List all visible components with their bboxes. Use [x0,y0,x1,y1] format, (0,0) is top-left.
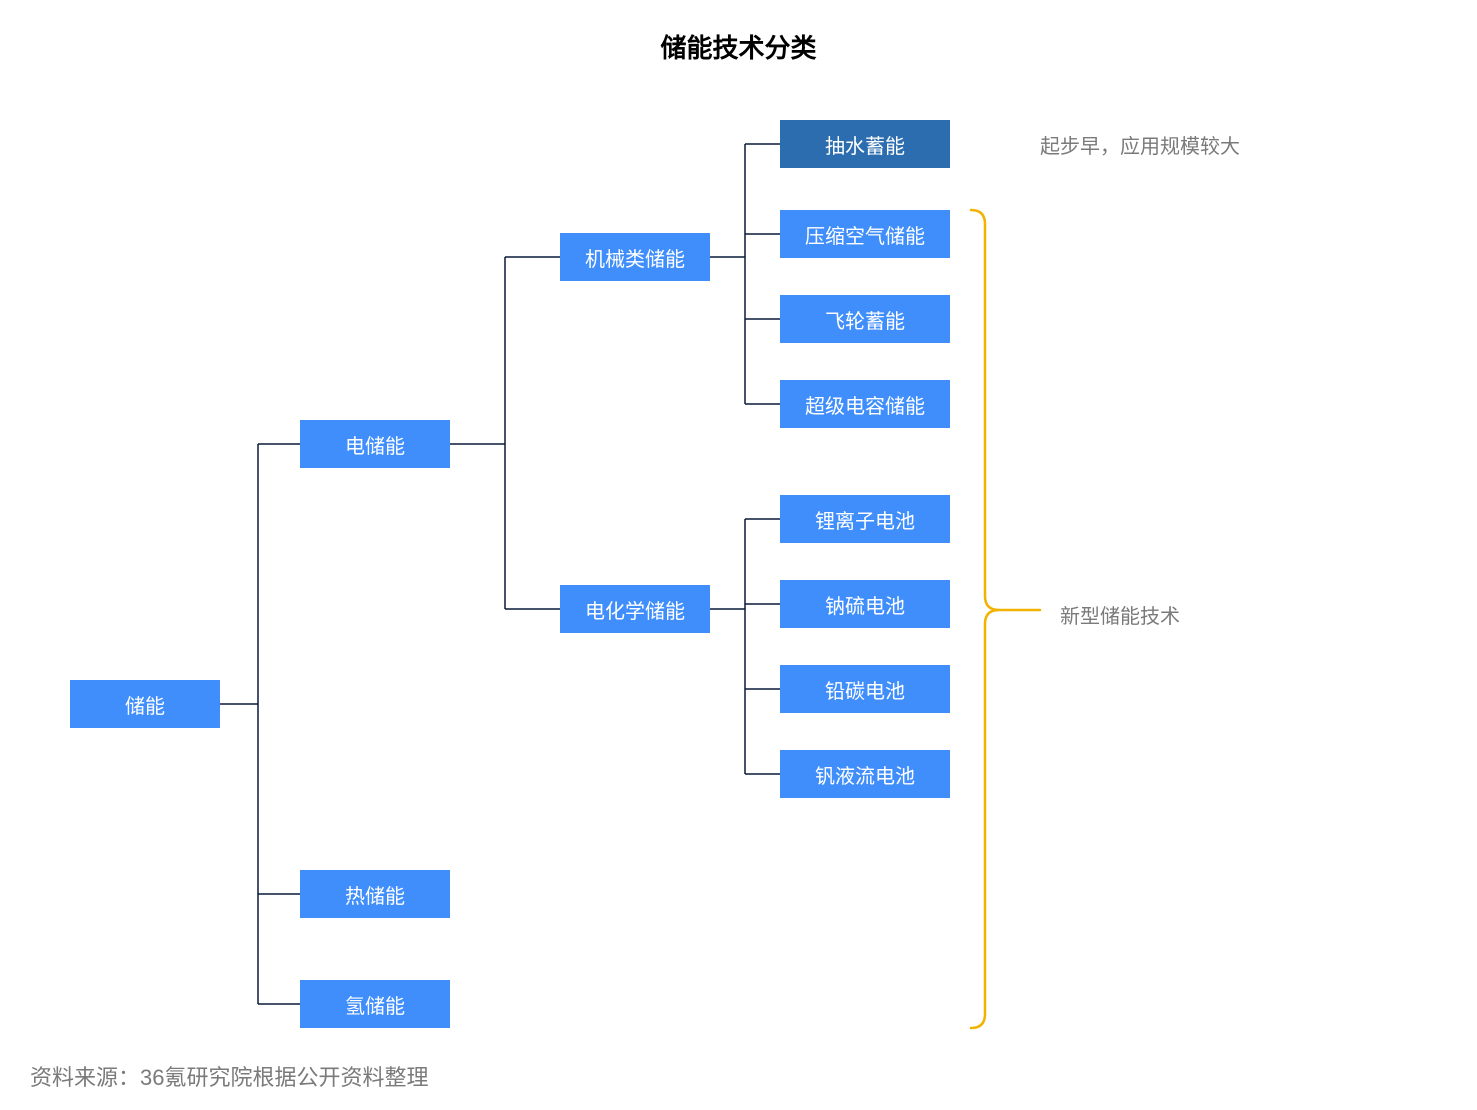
node-label: 抽水蓄能 [825,130,905,159]
node-vrfb: 钒液流电池 [780,750,950,798]
node-root: 储能 [70,680,220,728]
node-thermal: 热储能 [300,870,450,918]
annot-early: 起步早，应用规模较大 [1040,130,1240,159]
node-label: 氢储能 [345,990,405,1019]
node-label: 锂离子电池 [815,505,915,534]
source-text: 资料来源：36氪研究院根据公开资料整理 [30,1060,428,1092]
node-label: 铅碳电池 [825,675,905,704]
annot-new: 新型储能技术 [1060,600,1180,629]
node-leadc: 铅碳电池 [780,665,950,713]
diagram-title: 储能技术分类 [0,28,1477,65]
node-mech: 机械类储能 [560,233,710,281]
node-label: 机械类储能 [585,243,685,272]
node-label: 钒液流电池 [815,760,915,789]
node-echem: 电化学储能 [560,585,710,633]
node-flywheel: 飞轮蓄能 [780,295,950,343]
node-nas: 钠硫电池 [780,580,950,628]
connectors-svg [0,0,1477,1110]
node-label: 储能 [125,690,165,719]
node-pumped: 抽水蓄能 [780,120,950,168]
node-label: 钠硫电池 [825,590,905,619]
node-label: 压缩空气储能 [805,220,925,249]
node-liion: 锂离子电池 [780,495,950,543]
node-hydrogen: 氢储能 [300,980,450,1028]
node-caes: 压缩空气储能 [780,210,950,258]
node-label: 热储能 [345,880,405,909]
node-label: 电储能 [345,430,405,459]
node-electric: 电储能 [300,420,450,468]
node-supercap: 超级电容储能 [780,380,950,428]
node-label: 超级电容储能 [805,390,925,419]
node-label: 电化学储能 [585,595,685,624]
node-label: 飞轮蓄能 [825,305,905,334]
